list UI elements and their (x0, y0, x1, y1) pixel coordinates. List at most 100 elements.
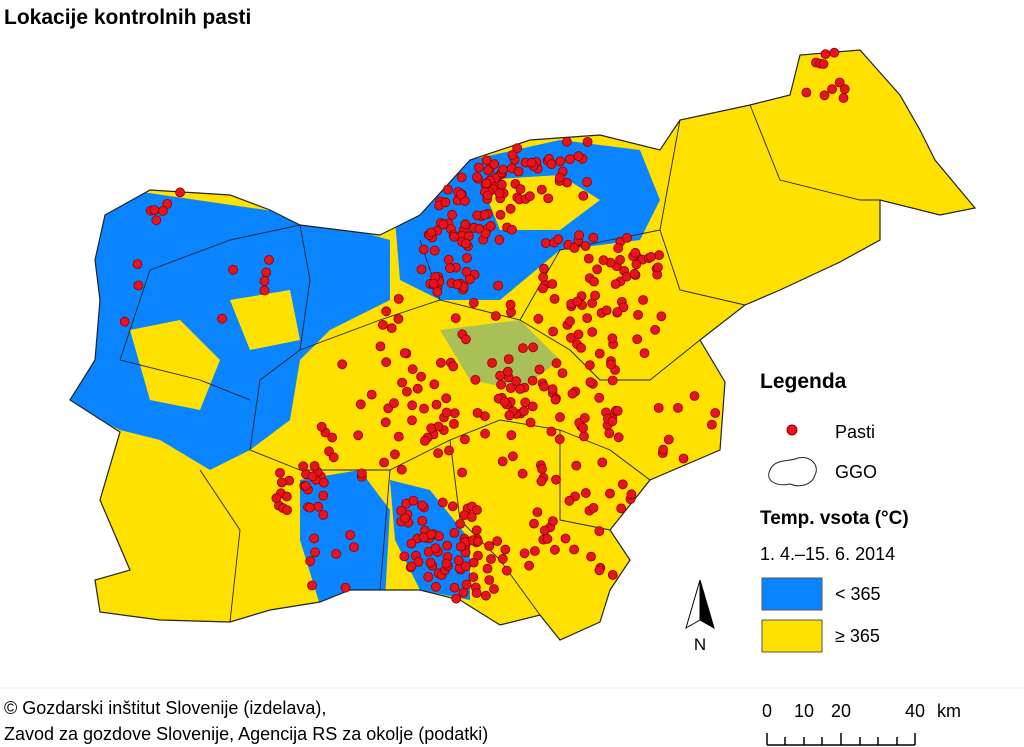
trap-point (498, 164, 508, 175)
trap-point (615, 254, 625, 265)
trap-point (515, 384, 525, 394)
trap-point (132, 259, 143, 270)
trap-point (151, 215, 162, 226)
trap-point (663, 434, 674, 445)
trap-point (583, 253, 594, 264)
trap-point (444, 445, 454, 456)
country-outline (69, 49, 977, 641)
trap-point (480, 590, 491, 601)
trap-point (500, 544, 511, 555)
trap-point (534, 364, 545, 375)
trap-point (630, 247, 641, 258)
trap-point (298, 461, 309, 472)
legend-temp-title: Temp. vsota (°C) (760, 508, 909, 529)
scale-unit: km (937, 701, 961, 721)
trap-point (629, 268, 640, 279)
trap-point (555, 156, 566, 167)
trap-point (331, 549, 342, 559)
trap-point (455, 519, 466, 529)
trap-point (590, 290, 600, 301)
trap-point (633, 309, 643, 320)
trap-point (574, 230, 584, 241)
trap-point (448, 361, 459, 372)
trap-point (466, 512, 477, 522)
trap-point (497, 456, 508, 467)
trap-point (380, 417, 391, 428)
trap-point (309, 461, 320, 471)
trap-point (519, 406, 529, 417)
trap-point (555, 412, 565, 423)
trap-point (471, 525, 482, 536)
trap-point (412, 383, 423, 394)
trap-point (820, 49, 831, 59)
trap-point (449, 582, 460, 593)
trap-point (396, 464, 407, 475)
trap-point (460, 219, 471, 230)
trap-point (613, 432, 624, 443)
trap-point (452, 279, 463, 290)
trap-point (429, 245, 440, 256)
legend-period: 1. 4.–15. 6. 2014 (760, 544, 895, 564)
ggo-boundaries (119, 104, 880, 623)
trap-point (592, 264, 603, 275)
trap-point (327, 432, 338, 443)
trap-point (473, 550, 483, 561)
trap-point (418, 532, 429, 543)
trap-point (307, 471, 318, 482)
trap-point (495, 209, 506, 220)
trap-point (605, 488, 615, 499)
trap-point (393, 431, 404, 442)
trap-point (430, 581, 441, 592)
trap-point (399, 348, 410, 358)
trap-point (407, 364, 418, 375)
trap-point (435, 357, 446, 368)
trap-point (553, 234, 564, 245)
trap-point (580, 488, 591, 498)
trap-point (654, 250, 664, 261)
trap-point (468, 297, 479, 308)
trap-point (310, 547, 320, 558)
trap-point (573, 151, 584, 162)
trap-point (471, 588, 482, 598)
trap-point (408, 495, 419, 506)
trap-point (612, 307, 623, 317)
scale-label: 20 (831, 701, 851, 721)
trap-point (801, 87, 812, 98)
trap-point (513, 166, 524, 177)
legend-item: Pasti (835, 422, 875, 442)
trap-point (318, 490, 329, 501)
trap-point (604, 428, 615, 439)
trap-point (276, 477, 287, 488)
trap-point (507, 150, 518, 160)
trap-point (554, 172, 565, 183)
trap-point (494, 188, 505, 199)
trap-point (834, 77, 845, 88)
trap-point (349, 542, 359, 552)
trap-point (678, 453, 689, 464)
trap-point (551, 358, 562, 369)
trap-point (529, 518, 539, 529)
trap-point (567, 388, 578, 399)
trap-point (626, 489, 637, 500)
trap-point (530, 546, 540, 556)
trap-point (586, 551, 596, 562)
trap-point (444, 263, 455, 274)
trap-point (543, 193, 554, 204)
trap-point (259, 276, 270, 286)
trap-point (580, 241, 591, 251)
trap-point (588, 232, 599, 243)
trap-point (576, 342, 586, 353)
trap-point (550, 394, 561, 405)
trap-point (539, 525, 550, 536)
trap-point (480, 428, 491, 439)
trap-point (430, 543, 441, 554)
trap-point (707, 419, 717, 430)
trap-point (587, 327, 598, 337)
trap-point (309, 533, 320, 544)
trap-point (689, 391, 700, 401)
trap-point (450, 313, 461, 324)
trap-point (532, 507, 543, 517)
trap-point (673, 402, 683, 413)
legend-swatch-cold (761, 577, 823, 611)
